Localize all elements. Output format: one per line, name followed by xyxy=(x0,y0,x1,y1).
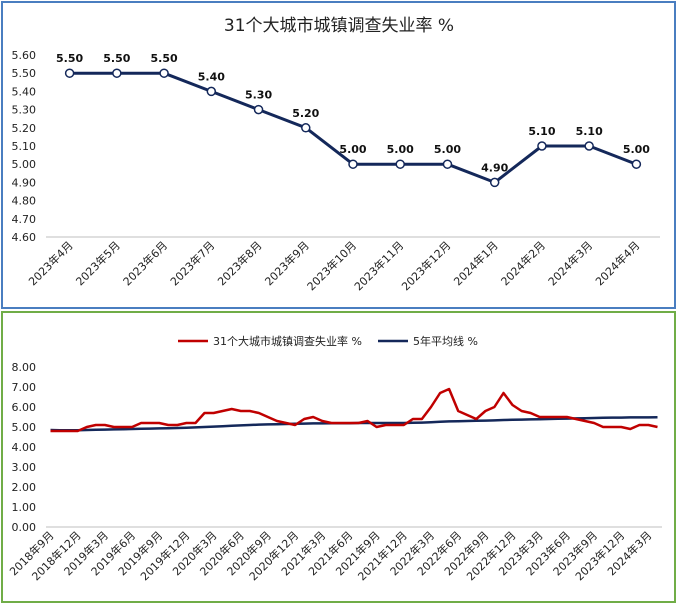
y-tick-label: 4.70 xyxy=(12,213,37,226)
y-tick-label: 8.00 xyxy=(12,361,37,374)
y-tick-label: 4.00 xyxy=(12,441,37,454)
data-label: 5.10 xyxy=(576,125,603,138)
y-tick-label: 4.90 xyxy=(12,176,37,189)
y-tick-label: 3.00 xyxy=(12,461,37,474)
data-label: 5.50 xyxy=(151,52,178,65)
data-point xyxy=(584,141,594,151)
y-tick-label: 5.20 xyxy=(12,122,37,135)
data-point xyxy=(112,68,122,78)
y-tick-label: 5.40 xyxy=(12,85,37,98)
legend-label-unemployment: 31个大城市城镇调查失业率 % xyxy=(213,334,362,348)
data-point xyxy=(489,177,500,188)
data-label: 4.90 xyxy=(481,161,508,174)
y-tick-label: 7.00 xyxy=(12,381,37,394)
chart-title: 31个大城市城镇调查失业率 % xyxy=(224,16,454,36)
y-tick-label: 1.00 xyxy=(12,501,37,514)
data-label: 5.50 xyxy=(103,52,130,65)
y-tick-label: 2.00 xyxy=(12,481,37,494)
data-point xyxy=(206,86,217,97)
data-point xyxy=(442,159,453,169)
data-point xyxy=(537,141,547,151)
legend-label-5yr-average: 5年平均线 % xyxy=(413,334,478,348)
data-point xyxy=(253,104,264,115)
data-point xyxy=(348,159,358,169)
data-label: 5.50 xyxy=(56,52,83,65)
data-point xyxy=(631,159,642,169)
bottom-chart-panel xyxy=(1,311,676,603)
data-label: 5.10 xyxy=(528,125,555,138)
data-label: 5.20 xyxy=(292,107,319,120)
data-label: 5.30 xyxy=(245,89,272,102)
data-label: 5.00 xyxy=(623,143,650,156)
top-chart-panel xyxy=(1,1,676,309)
legend: 31个大城市城镇调查失业率 % 5年平均线 % xyxy=(178,334,478,348)
data-point xyxy=(64,68,75,78)
y-tick-label: 0.00 xyxy=(12,521,37,534)
data-label: 5.00 xyxy=(339,143,366,156)
data-point xyxy=(301,123,311,133)
y-tick-label: 5.00 xyxy=(12,158,37,171)
data-label: 5.40 xyxy=(198,70,225,83)
y-tick-label: 4.60 xyxy=(12,231,37,244)
y-tick-label: 5.50 xyxy=(12,67,37,80)
y-tick-label: 6.00 xyxy=(12,401,37,414)
top-line-chart: 31个大城市城镇调查失业率 % 5.60 5.50 5.40 5.30 5.20 5.10… xyxy=(12,16,660,293)
y-tick-label: 5.10 xyxy=(12,140,37,153)
data-label: 5.00 xyxy=(434,143,461,156)
data-point xyxy=(395,159,405,169)
y-tick-label: 5.00 xyxy=(12,421,37,434)
data-label: 5.00 xyxy=(387,143,414,156)
data-point xyxy=(159,68,169,78)
y-tick-label: 5.60 xyxy=(12,49,37,62)
y-tick-label: 5.30 xyxy=(12,104,37,117)
series-line-unemployment xyxy=(50,387,658,433)
y-tick-label: 4.80 xyxy=(12,195,37,208)
